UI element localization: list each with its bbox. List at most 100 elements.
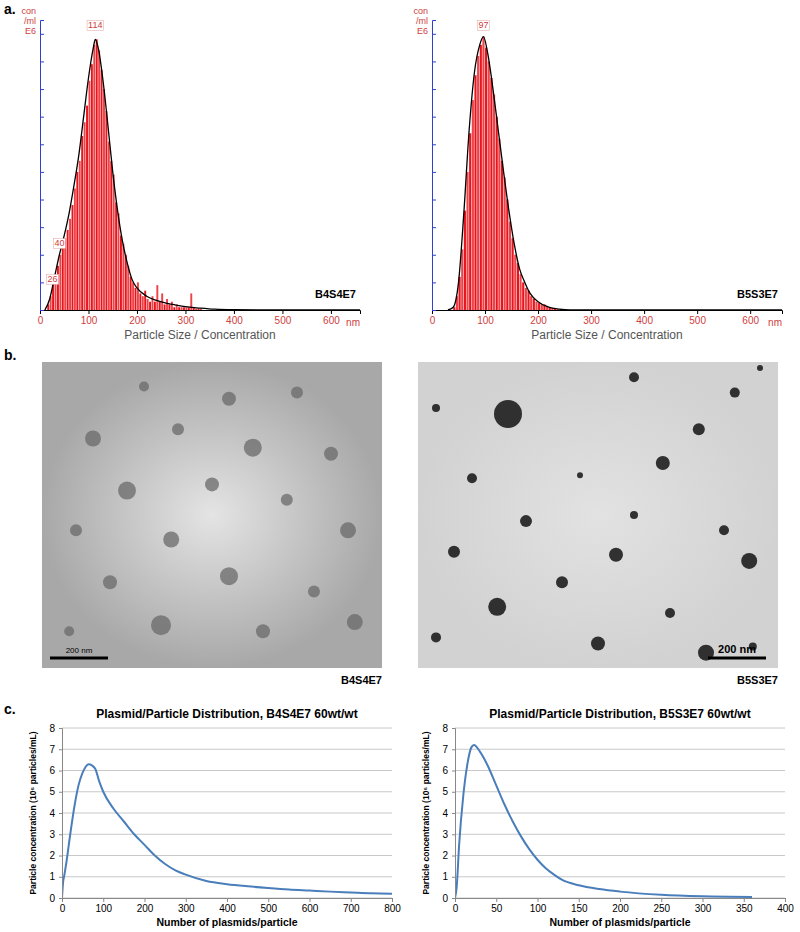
y-axis-tick <box>432 227 436 228</box>
y-axis-tick-mark <box>452 856 455 857</box>
scale-bar <box>50 657 108 660</box>
histogram-bar <box>461 249 463 310</box>
x-axis-tick-label: 250 <box>653 903 670 914</box>
x-axis: 0100200300400500600700800 <box>60 898 402 914</box>
particle <box>222 392 236 406</box>
figure: a.0100200300400500600nmParticle Size / C… <box>0 0 800 932</box>
x-axis-tick-mark <box>785 898 786 902</box>
x-axis-tick-label: 100 <box>530 903 547 914</box>
x-axis-tick-mark <box>744 898 745 902</box>
x-axis-tick-mark <box>644 310 645 314</box>
y-axis-tick-mark <box>432 310 436 311</box>
histogram-bar <box>144 291 146 310</box>
plot-area <box>448 37 782 310</box>
annotation: 40 <box>53 238 65 248</box>
histogram-bar <box>183 307 185 310</box>
y-axis: 012345678 <box>442 723 455 904</box>
histogram-bar <box>132 282 134 310</box>
y-axis-tick: 3 <box>49 829 62 840</box>
particle <box>629 372 639 382</box>
y-axis-tick: 0 <box>442 893 455 904</box>
grid-line <box>455 749 785 750</box>
y-axis-tick <box>40 89 44 90</box>
y-axis-tick: 8 <box>49 723 62 734</box>
tem-image <box>418 362 778 668</box>
x-axis-tick-label: 200 <box>612 903 629 914</box>
x-axis-tick: 100 <box>81 310 98 326</box>
x-axis-tick-mark <box>186 898 187 902</box>
y-axis-tick-mark <box>432 200 436 201</box>
histogram-bar <box>122 244 124 310</box>
histogram-bar <box>472 100 474 310</box>
x-axis-tick: 350 <box>736 898 753 914</box>
x-axis-tick-mark <box>620 898 621 902</box>
grid-line <box>455 834 785 835</box>
y-axis-tick: 5 <box>49 786 62 797</box>
x-axis-tick-mark <box>103 898 104 902</box>
x-axis-tick-mark <box>310 898 311 902</box>
y-axis-tick <box>40 144 44 145</box>
x-axis-tick-label: 0 <box>453 903 459 914</box>
histogram-bar <box>159 302 161 310</box>
histogram-bar <box>57 266 59 310</box>
particle <box>163 531 179 547</box>
histogram-bar <box>91 64 93 310</box>
y-axis-title: Particle concentration (10⁶ particles/mL… <box>421 731 431 894</box>
x-axis-tick-label: 200 <box>530 315 547 326</box>
sample-label: B5S3E7 <box>737 288 778 300</box>
histogram-bar <box>103 89 105 310</box>
y-axis-tick: 7 <box>49 744 62 755</box>
x-axis-tick-label: 300 <box>583 315 600 326</box>
histogram-bar <box>533 299 535 310</box>
histogram-bar <box>520 274 522 310</box>
y-axis-tick <box>40 61 44 62</box>
histogram-bar <box>173 307 175 310</box>
histogram-bar <box>482 37 484 310</box>
histogram-bar <box>181 307 183 310</box>
x-axis-line <box>456 899 786 903</box>
histogram-bar <box>522 282 524 310</box>
y-axis-tick-mark <box>40 282 44 283</box>
plot-area <box>62 764 392 898</box>
x-axis-tick-label: 600 <box>302 903 319 914</box>
y-axis-tick <box>40 282 44 283</box>
x-axis-tick-label: 100 <box>95 903 112 914</box>
histogram-bar <box>59 255 61 310</box>
fit-line <box>448 37 782 310</box>
histogram-bar <box>474 75 476 310</box>
x-axis-tick-label: 0 <box>430 315 436 326</box>
y-axis-line <box>59 729 63 899</box>
y-axis-tick <box>40 117 44 118</box>
histogram-bar <box>79 161 81 310</box>
x-axis-title: Particle Size / Concentration <box>124 328 275 342</box>
particle <box>488 598 506 616</box>
x-axis-tick-mark <box>137 310 138 314</box>
x-axis-tick-mark <box>88 310 89 314</box>
x-axis-tick-label: 400 <box>777 903 794 914</box>
y-axis-tick-mark <box>59 834 62 835</box>
y-axis-tick: 4 <box>49 808 62 819</box>
y-axis-tick <box>40 310 44 311</box>
y-axis-tick-label: 3 <box>49 829 55 840</box>
grid <box>62 728 392 898</box>
histogram-bar <box>525 288 527 310</box>
y-axis-tick-label: 4 <box>49 808 55 819</box>
y-axis-tick-label: 0 <box>442 893 448 904</box>
histogram-bar <box>64 238 66 310</box>
x-unit: nm <box>768 317 782 328</box>
particle <box>591 637 605 651</box>
y-axis-tick <box>432 117 436 118</box>
x-axis-tick-mark <box>538 310 539 314</box>
histogram-bar <box>149 302 151 310</box>
particle <box>324 447 338 461</box>
image-background <box>42 362 382 668</box>
y-axis-tick-label: 5 <box>49 786 55 797</box>
x-axis-tick-label: 400 <box>226 315 243 326</box>
x-axis-tick: 500 <box>689 310 706 326</box>
histogram-bar <box>93 45 95 310</box>
x-axis-tick-label: 200 <box>129 315 146 326</box>
histogram-bar <box>105 111 107 310</box>
y-axis-tick: 5 <box>442 786 455 797</box>
y-axis-tick <box>432 89 436 90</box>
particle <box>118 482 136 500</box>
